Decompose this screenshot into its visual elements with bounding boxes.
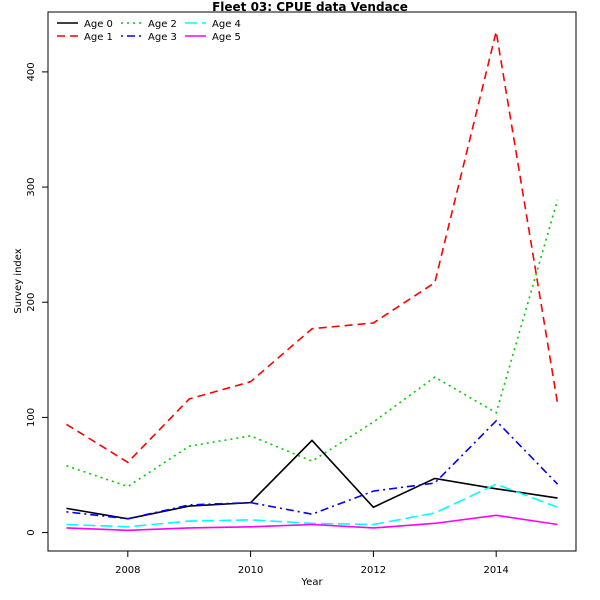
series-lines [65, 31, 559, 532]
y-axis-label: Survey index [13, 248, 24, 313]
series-line-age-1 [65, 31, 559, 464]
y-tick-label: 200 [26, 293, 37, 312]
x-tick-label: 2012 [361, 565, 386, 576]
y-axis: 0 100 200 300 400 [26, 62, 48, 536]
chart-title: Fleet 03: CPUE data Vendace [212, 0, 408, 14]
series-line-age-5 [66, 514, 558, 532]
legend-label-age-0: Age 0 [84, 19, 113, 30]
x-axis: 2008 2010 2012 2014 [115, 551, 509, 576]
plot-frame [47, 11, 577, 552]
x-tick-label: 2008 [115, 565, 140, 576]
legend-label-age-2: Age 2 [148, 19, 177, 30]
legend-label-age-3: Age 3 [148, 32, 177, 43]
y-tick-label: 0 [26, 529, 37, 535]
legend-label-age-5: Age 5 [212, 32, 241, 43]
series-line-age-4 [66, 483, 558, 528]
y-tick-label: 100 [26, 408, 37, 427]
legend: Age 0 Age 1 Age 2 Age 3 Age 4 Age 5 [57, 19, 241, 43]
series-line-age-2 [66, 199, 559, 488]
y-tick-label: 300 [26, 178, 37, 197]
legend-label-age-1: Age 1 [84, 32, 113, 43]
x-tick-label: 2010 [238, 565, 263, 576]
legend-label-age-4: Age 4 [212, 19, 241, 30]
x-tick-label: 2014 [483, 565, 508, 576]
series-line-age-3 [66, 419, 559, 520]
y-tick-label: 400 [26, 62, 37, 81]
x-axis-label: Year [300, 577, 323, 588]
